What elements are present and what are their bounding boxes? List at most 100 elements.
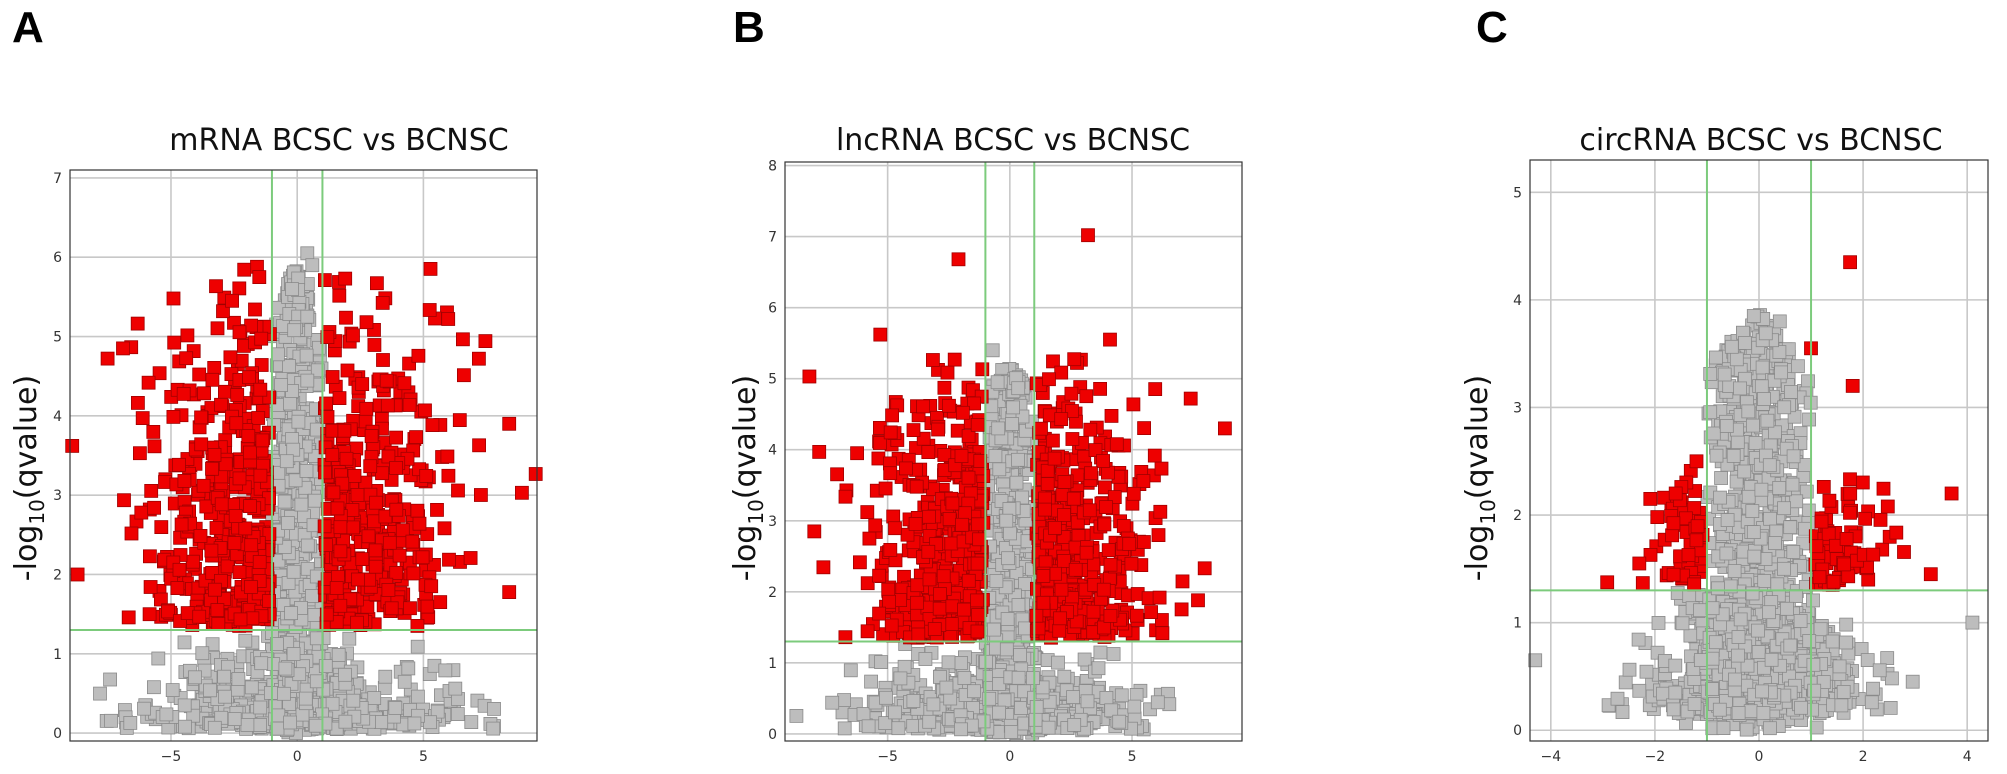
significant-point (166, 409, 181, 424)
significant-point (238, 521, 253, 536)
significant-point (1124, 556, 1139, 571)
y-axis-label-log: -log (9, 525, 44, 582)
significant-point (1040, 463, 1055, 478)
significant-point (1081, 228, 1095, 243)
significant-point (402, 398, 417, 412)
significant-point (179, 351, 194, 366)
significant-point (230, 388, 245, 402)
significant-point (65, 438, 80, 453)
significant-point (932, 601, 947, 616)
significant-point (883, 466, 898, 481)
significant-point (1103, 557, 1118, 572)
significant-point (326, 485, 341, 500)
nonsignificant-point (308, 718, 323, 733)
significant-point (205, 372, 220, 387)
nonsignificant-point (1631, 632, 1646, 647)
x-tick-label: 0 (293, 749, 302, 765)
significant-point (971, 608, 985, 622)
nonsignificant-point (1784, 385, 1798, 399)
significant-point (802, 369, 817, 384)
significant-point (1057, 554, 1071, 568)
significant-point (253, 382, 268, 397)
nonsignificant-point (1883, 701, 1898, 715)
significant-point (1101, 543, 1116, 557)
significant-point (209, 279, 223, 294)
significant-point (147, 500, 162, 515)
significant-point (255, 433, 270, 448)
y-tick-label: 0 (768, 727, 777, 743)
significant-point (317, 519, 332, 534)
significant-point (921, 544, 936, 559)
significant-point (333, 598, 348, 613)
significant-point (345, 503, 360, 517)
significant-point (1082, 503, 1097, 518)
significant-point (361, 529, 376, 544)
nonsignificant-point (991, 421, 1006, 436)
significant-point (1053, 611, 1067, 626)
nonsignificant-point (1801, 374, 1815, 389)
significant-point (142, 607, 157, 622)
significant-point (346, 328, 360, 343)
significant-point (921, 445, 936, 460)
significant-point (908, 517, 923, 531)
significant-point (910, 595, 924, 610)
significant-point (347, 468, 362, 483)
nonsignificant-point (487, 702, 501, 716)
nonsignificant-point (954, 656, 968, 670)
nonsignificant-point (906, 719, 921, 733)
significant-point (456, 368, 471, 383)
significant-point (180, 328, 195, 343)
significant-point (232, 471, 247, 486)
significant-point (205, 461, 219, 476)
significant-point (318, 538, 333, 552)
nonsignificant-point (1003, 526, 1017, 541)
nonsignificant-point (1099, 691, 1114, 705)
nonsignificant-point (1067, 718, 1082, 732)
nonsignificant-point (309, 674, 324, 689)
significant-point (147, 439, 162, 454)
significant-point (961, 573, 976, 588)
nonsignificant-point (286, 442, 301, 457)
nonsignificant-point (1127, 699, 1142, 714)
significant-point (873, 327, 888, 342)
significant-point (945, 496, 960, 511)
significant-point (838, 489, 853, 504)
significant-point (232, 325, 247, 340)
nonsignificant-point (286, 647, 301, 661)
significant-point (1130, 608, 1144, 623)
significant-point (922, 572, 937, 587)
significant-point (936, 569, 951, 584)
significant-point (883, 543, 898, 557)
significant-point (906, 423, 921, 438)
significant-point (1048, 566, 1062, 581)
nonsignificant-point (299, 463, 314, 478)
nonsignificant-point (1622, 662, 1637, 677)
significant-point (369, 276, 384, 291)
significant-point (478, 334, 493, 349)
significant-point (1175, 574, 1190, 589)
significant-point (927, 622, 942, 636)
significant-point (884, 618, 899, 633)
significant-point (944, 617, 959, 631)
panel-letter: C (1476, 3, 1508, 52)
significant-point (1104, 408, 1119, 423)
significant-point (425, 418, 440, 433)
nonsignificant-point (203, 683, 217, 698)
nonsignificant-point (1789, 494, 1804, 509)
y-tick-label: 5 (768, 372, 777, 388)
significant-point (244, 318, 259, 333)
significant-point (325, 448, 340, 462)
significant-point (237, 262, 252, 277)
significant-point (242, 370, 257, 385)
significant-point (1155, 626, 1170, 641)
nonsignificant-point (159, 707, 174, 722)
nonsignificant-point (423, 715, 437, 730)
significant-point (392, 548, 407, 563)
significant-point (380, 398, 395, 413)
significant-point (333, 520, 348, 535)
nonsignificant-point (254, 656, 269, 671)
significant-point (853, 555, 867, 570)
significant-point (1034, 421, 1048, 436)
significant-point (872, 568, 886, 583)
nonsignificant-point (1041, 720, 1056, 735)
